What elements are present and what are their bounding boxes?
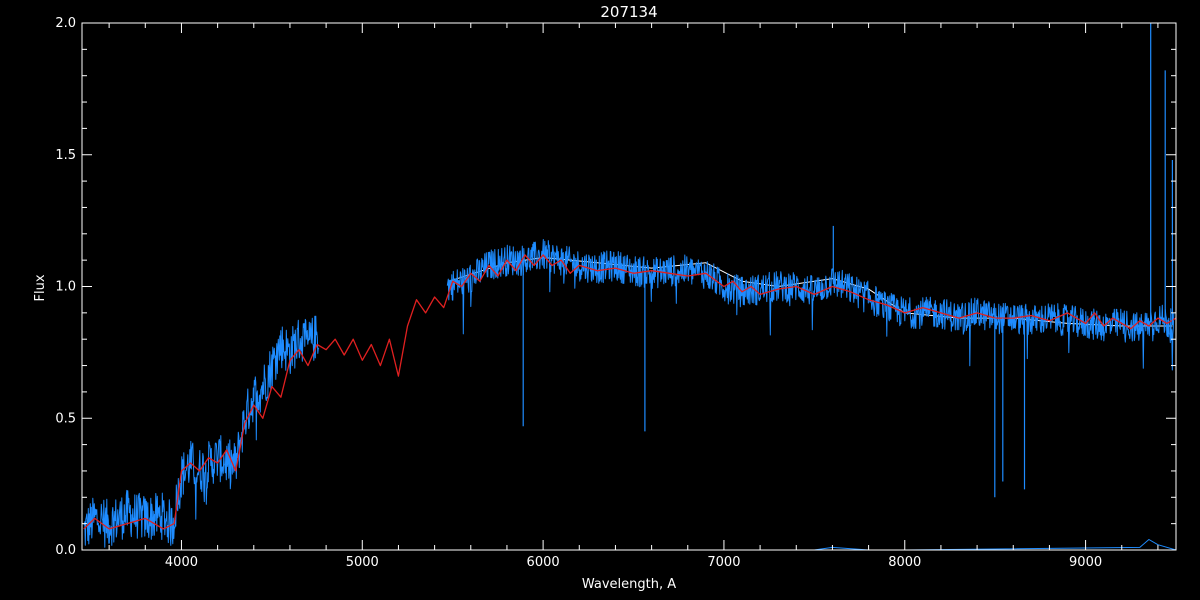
x-tick-label: 5000: [346, 555, 379, 570]
x-tick-label: 6000: [527, 555, 560, 570]
x-tick-label: 4000: [165, 555, 198, 570]
y-tick-label: 1.5: [55, 148, 76, 163]
series-model-segment-0: [83, 254, 1177, 530]
y-axis-label: Flux: [33, 274, 48, 301]
y-tick-label: 0.5: [55, 411, 76, 426]
x-tick-label: 9000: [1069, 555, 1102, 570]
y-tick-label: 1.0: [55, 280, 76, 295]
x-tick-label: 7000: [707, 555, 740, 570]
axes: 4000 5000 6000 7000 8000 9000 0.0 0.5 1.0 1.5 2.0: [55, 16, 1177, 570]
x-axis-label: Wavelength, A: [582, 577, 676, 592]
x-tick-label: 8000: [888, 555, 921, 570]
chart-title: 207134: [600, 3, 657, 21]
y-tick-label: 0.0: [55, 543, 76, 558]
series-observed-segment-1: [446, 239, 1175, 371]
plot-area: [83, 23, 1177, 551]
y-tick-label: 2.0: [55, 16, 76, 31]
